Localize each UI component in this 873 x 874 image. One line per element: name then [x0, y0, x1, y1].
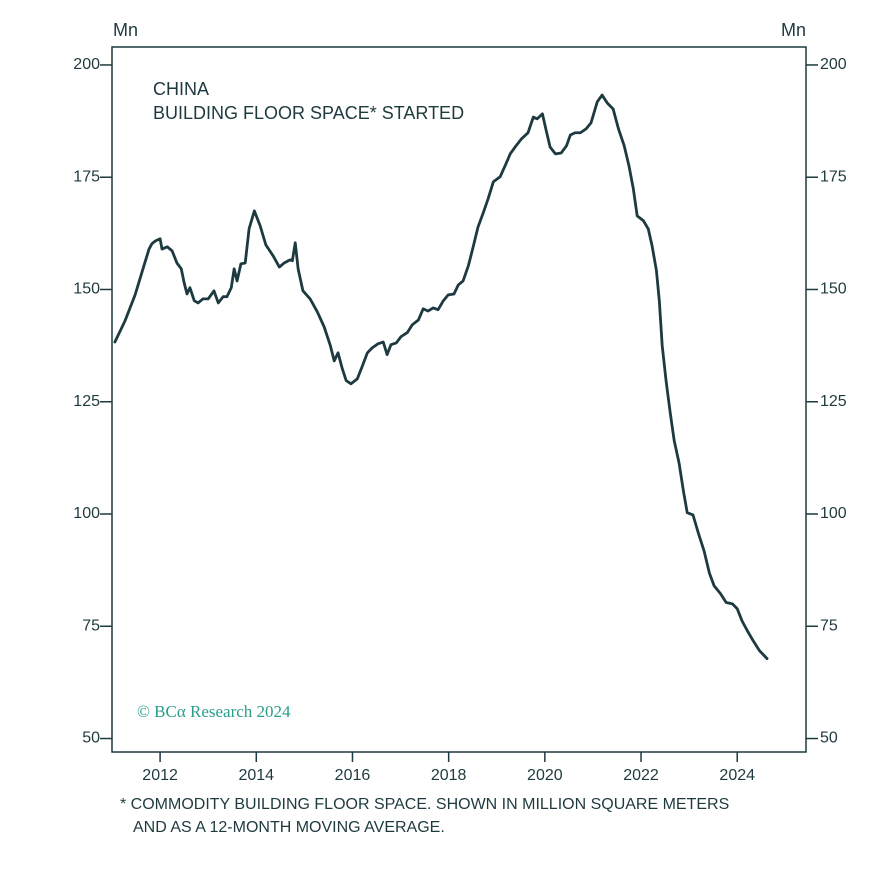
footnote: AND AS A 12-MONTH MOVING AVERAGE.	[133, 819, 445, 836]
y-tick-label: 200	[73, 56, 100, 73]
y2-axis-label: Mn	[781, 20, 806, 40]
x-tick-label: 2016	[335, 767, 371, 784]
footnote: * COMMODITY BUILDING FLOOR SPACE. SHOWN …	[120, 796, 729, 813]
chart-title: CHINA	[153, 79, 209, 99]
y-tick-label: 50	[82, 730, 100, 747]
plot-frame	[111, 46, 807, 753]
y2-tick-label: 150	[820, 281, 847, 298]
data-line	[113, 93, 769, 660]
y-tick-label: 125	[73, 393, 100, 410]
y2-tick-label: 125	[820, 393, 847, 410]
y-tick-label: 150	[73, 281, 100, 298]
y-tick-label: 100	[73, 505, 100, 522]
x-tick-label: 2012	[142, 767, 178, 784]
x-tick-label: 2020	[527, 767, 563, 784]
y2-tick-label: 100	[820, 505, 847, 522]
x-tick-label: 2022	[623, 767, 659, 784]
x-tick-label: 2024	[719, 767, 755, 784]
x-tick-label: 2018	[431, 767, 467, 784]
source: © BCα Research 2024	[137, 702, 291, 721]
y2-tick-label: 175	[820, 168, 847, 185]
y2-tick-label: 75	[820, 617, 838, 634]
y2-tick-label: 200	[820, 56, 847, 73]
y-tick-label: 75	[82, 617, 100, 634]
chart-subtitle: BUILDING FLOOR SPACE* STARTED	[153, 103, 464, 123]
y-axis-label: Mn	[113, 20, 138, 40]
y2-tick-label: 50	[820, 730, 838, 747]
x-tick-label: 2014	[238, 767, 274, 784]
y-tick-label: 175	[73, 168, 100, 185]
